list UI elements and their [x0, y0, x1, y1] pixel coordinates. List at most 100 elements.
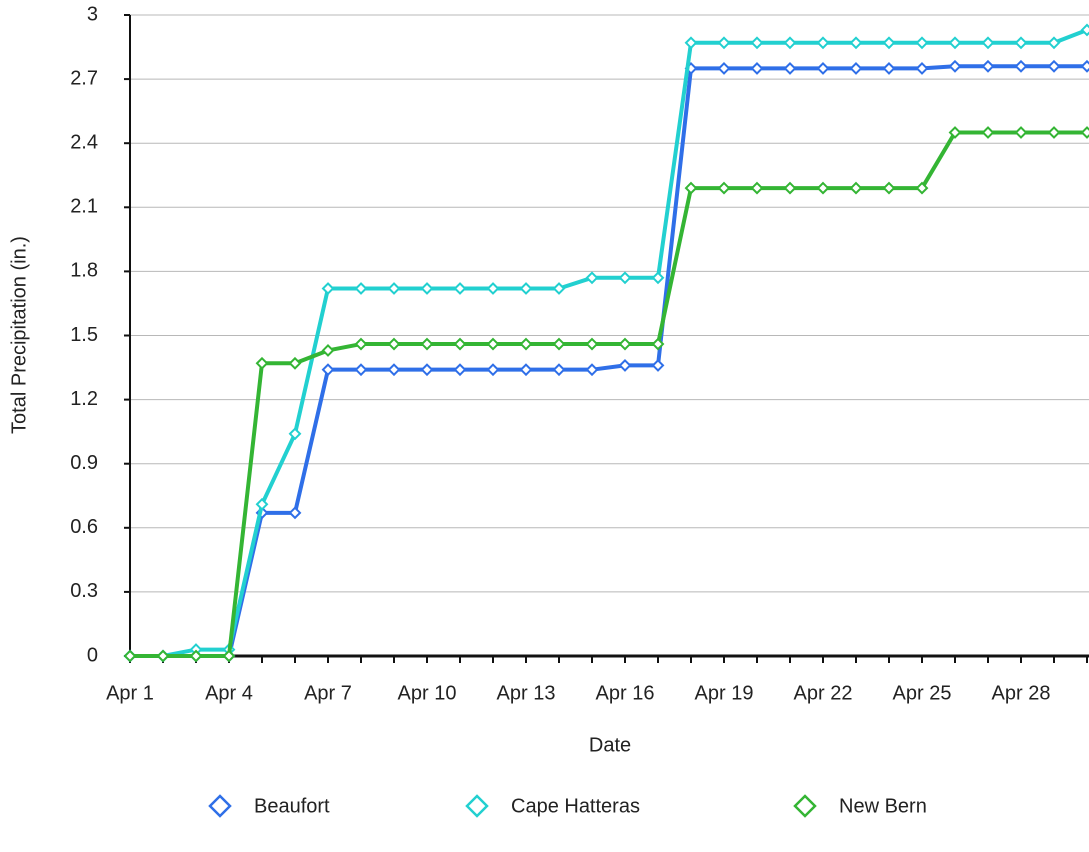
legend-marker — [208, 794, 232, 818]
data-point — [552, 282, 566, 295]
legend-marker — [465, 794, 489, 818]
data-point — [288, 427, 302, 441]
y-tick-label: 1.5 — [70, 324, 98, 346]
y-tick-label: 3 — [87, 3, 98, 25]
data-point — [783, 62, 797, 75]
data-point — [288, 506, 302, 520]
y-tick-label: 0.6 — [70, 516, 98, 538]
data-point — [486, 337, 500, 351]
data-point — [486, 363, 500, 377]
data-point — [1080, 23, 1089, 37]
data-point — [684, 181, 698, 195]
data-point — [1080, 59, 1089, 73]
data-point — [453, 337, 467, 351]
y-tick-label: 0.9 — [70, 452, 98, 474]
data-point — [1047, 36, 1061, 50]
data-point — [750, 36, 764, 50]
data-point — [552, 337, 566, 351]
data-point — [585, 271, 599, 285]
data-point — [354, 363, 368, 377]
x-tick-label: Apr 28 — [992, 682, 1051, 704]
data-point — [684, 36, 698, 50]
data-point — [849, 36, 863, 50]
data-point — [255, 497, 269, 511]
data-point — [816, 36, 830, 50]
data-point — [750, 62, 764, 75]
data-point — [222, 649, 236, 663]
data-point — [981, 59, 995, 73]
data-point — [387, 337, 401, 351]
data-point — [519, 282, 533, 295]
x-tick-label: Apr 7 — [304, 682, 352, 704]
data-point — [321, 363, 335, 377]
x-tick-label: Apr 22 — [794, 682, 853, 704]
data-point — [354, 282, 368, 295]
data-point — [882, 62, 896, 75]
data-point — [948, 59, 962, 73]
data-point — [288, 356, 302, 370]
y-tick-label: 2.7 — [70, 67, 98, 89]
data-point — [915, 181, 929, 195]
data-point — [717, 36, 731, 50]
x-tick-label: Apr 10 — [398, 682, 457, 704]
data-point — [618, 358, 632, 372]
series-line — [130, 130, 1087, 658]
data-point — [651, 358, 665, 372]
data-point — [321, 344, 335, 357]
data-point — [750, 181, 764, 195]
x-tick-label: Apr 16 — [596, 682, 655, 704]
data-point — [1047, 126, 1061, 139]
data-point — [420, 363, 434, 377]
data-point — [816, 62, 830, 75]
data-point — [585, 337, 599, 351]
data-point — [816, 181, 830, 195]
data-point — [552, 363, 566, 377]
data-point — [1014, 59, 1028, 73]
x-tick-label: Apr 25 — [893, 682, 952, 704]
data-point — [618, 271, 632, 285]
data-point — [387, 282, 401, 295]
data-point — [453, 363, 467, 377]
data-point — [882, 36, 896, 50]
x-tick-label: Apr 19 — [695, 682, 754, 704]
legend-marker — [793, 794, 817, 818]
y-axis-label: Total Precipitation (in.) — [8, 236, 30, 434]
data-point — [519, 337, 533, 351]
y-tick-label: 1.2 — [70, 388, 98, 410]
data-point — [1014, 36, 1028, 50]
data-point — [354, 337, 368, 351]
legend-label: Cape Hatteras — [511, 795, 640, 817]
data-point — [1080, 126, 1089, 139]
data-point — [486, 282, 500, 295]
legend-label: New Bern — [839, 795, 927, 817]
data-point — [783, 181, 797, 195]
data-point — [1014, 126, 1028, 139]
data-point — [915, 36, 929, 50]
y-tick-label: 2.1 — [70, 196, 98, 218]
legend-label: Beaufort — [254, 795, 330, 817]
data-point — [189, 649, 203, 663]
data-point — [387, 363, 401, 377]
y-tick-label: 2.4 — [70, 131, 98, 153]
data-point — [321, 282, 335, 295]
x-tick-label: Apr 4 — [205, 682, 253, 704]
x-axis-label: Date — [589, 734, 631, 756]
data-point — [156, 649, 170, 663]
x-tick-label: Apr 1 — [106, 682, 154, 704]
data-point — [519, 363, 533, 377]
data-point — [420, 337, 434, 351]
y-tick-label: 0 — [87, 644, 98, 666]
data-point — [948, 36, 962, 50]
data-point — [1047, 59, 1061, 73]
data-point — [420, 282, 434, 295]
data-point — [585, 363, 599, 377]
x-tick-label: Apr 13 — [497, 682, 556, 704]
data-point — [255, 356, 269, 370]
data-point — [783, 36, 797, 50]
data-point — [849, 181, 863, 195]
data-point — [651, 271, 665, 285]
data-point — [717, 62, 731, 75]
data-point — [981, 36, 995, 50]
data-point — [981, 126, 995, 139]
